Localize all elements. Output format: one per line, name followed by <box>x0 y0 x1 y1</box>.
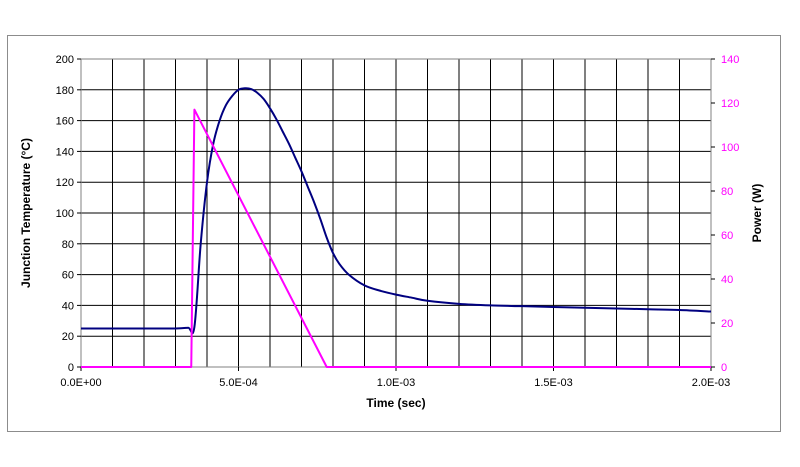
y-axis-title: Junction Temperature (°C) <box>19 138 33 288</box>
y-tick-label: 60 <box>62 270 74 282</box>
chart-frame: 0.0E+00 5.0E-04 1.0E-03 1.5E-03 2.0E-03 0 20 40… <box>7 35 781 432</box>
tick-layer: 0.0E+00 5.0E-04 1.0E-03 1.5E-03 2.0E-03 0 20 40… <box>56 54 740 389</box>
y2-tick-label: 140 <box>721 54 739 66</box>
x-tick-label: 1.0E-03 <box>377 377 416 389</box>
power-series-line <box>81 108 711 368</box>
x-tick-label: 5.0E-04 <box>219 377 258 389</box>
y-tick-label: 20 <box>62 331 74 343</box>
y2-tick-label: 40 <box>721 274 733 286</box>
y2-tick-label: 20 <box>721 318 733 330</box>
x-axis-title: Time (sec) <box>366 396 425 410</box>
chart-svg: 0.0E+00 5.0E-04 1.0E-03 1.5E-03 2.0E-03 0 20 40… <box>19 54 764 410</box>
y-tick-label: 160 <box>56 116 74 128</box>
grid-layer <box>81 59 711 367</box>
y2-axis-title: Power (W) <box>750 184 764 243</box>
y-tick-label: 0 <box>68 362 74 374</box>
y2-tick-label: 120 <box>721 98 739 110</box>
temperature-series-line <box>81 87 712 335</box>
y-tick-label: 100 <box>56 208 74 220</box>
y2-tick-label: 80 <box>721 186 733 198</box>
y2-tick-label: 100 <box>721 142 739 154</box>
y2-tick-label: 60 <box>721 230 733 242</box>
y2-tick-label: 0 <box>721 362 727 374</box>
series-layer <box>81 87 712 368</box>
x-tick-label: 0.0E+00 <box>60 377 101 389</box>
y-tick-label: 180 <box>56 85 74 97</box>
y-tick-label: 80 <box>62 239 74 251</box>
y-tick-label: 140 <box>56 146 74 158</box>
y-tick-label: 40 <box>62 300 74 312</box>
y-tick-label: 120 <box>56 177 74 189</box>
x-tick-label: 1.5E-03 <box>534 377 573 389</box>
x-tick-label: 2.0E-03 <box>692 377 731 389</box>
y-tick-label: 200 <box>56 54 74 66</box>
